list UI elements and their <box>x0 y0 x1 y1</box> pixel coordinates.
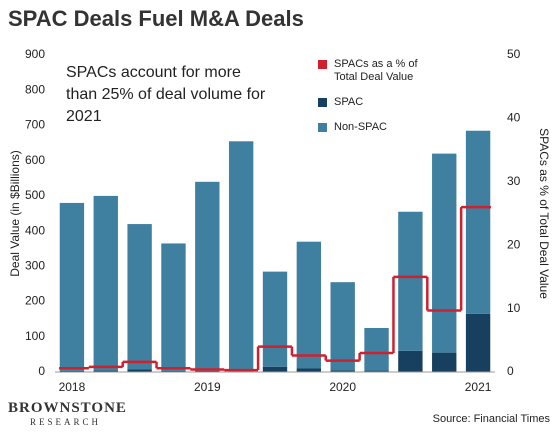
legend-item: SPACs as a % of Total Deal Value <box>318 58 443 84</box>
legend-label: SPAC <box>334 96 364 108</box>
bar-segment <box>195 181 220 371</box>
bar-segment <box>262 366 288 372</box>
legend-swatch <box>318 60 327 69</box>
bar-segment <box>127 369 152 372</box>
x-tick-label: 2019 <box>194 380 221 394</box>
y2-axis-label: SPACs as % of Total Deal Value <box>537 128 551 299</box>
y-tick-label: 800 <box>25 82 45 96</box>
y-tick-label: 900 <box>25 47 45 61</box>
bar-segment <box>93 370 118 372</box>
logo-name: BROWNSTONE <box>8 400 127 416</box>
logo-sub: RESEARCH <box>30 417 102 427</box>
bar-segment <box>465 313 491 372</box>
legend-label: SPACs as a % of Total Deal Value <box>334 58 418 83</box>
y-axis-label: Deal Value (in $Billions) <box>8 150 22 277</box>
bar-segment <box>127 224 152 370</box>
bar-segment <box>364 327 389 371</box>
y-tick-label: 300 <box>25 259 45 273</box>
bar-segment <box>465 130 491 314</box>
source: Source: Financial Times <box>432 413 550 425</box>
bar-segment <box>296 241 322 369</box>
annotation: SPACs account for more than 25% of deal … <box>66 64 266 125</box>
y-tick-label: 700 <box>25 118 45 132</box>
y-tick-label: 200 <box>25 294 45 308</box>
legend-item: SPAC <box>318 96 443 109</box>
y2-tick-label: 30 <box>507 174 521 188</box>
y-tick-label: 100 <box>25 329 45 343</box>
bar-segment <box>330 282 355 371</box>
bar-segment <box>432 352 457 372</box>
legend-label: Non-SPAC <box>334 121 387 133</box>
x-tick-label: 2018 <box>59 380 86 394</box>
bar-segment <box>59 202 85 371</box>
legend-swatch <box>318 123 327 132</box>
bar-segment <box>228 141 254 372</box>
legend: SPACs as a % of Total Deal Value SPAC Non-… <box>318 58 443 146</box>
chart-title: SPAC Deals Fuel M&A Deals <box>8 6 304 31</box>
y-tick-label: 400 <box>25 223 45 237</box>
y-tick-label: 600 <box>25 153 45 167</box>
bar-segment <box>364 370 389 372</box>
y2-tick-label: 20 <box>507 237 521 251</box>
bar-segment <box>330 370 355 372</box>
y2-tick-label: 0 <box>507 364 514 378</box>
y2-tick-label: 40 <box>507 111 521 125</box>
bar-segment <box>161 370 186 372</box>
legend-item: Non-SPAC <box>318 121 443 134</box>
x-tick-label: 2020 <box>329 380 356 394</box>
bar-segment <box>432 153 457 353</box>
logo: BROWNSTONE RESEARCH <box>8 400 127 427</box>
bar-segment <box>398 211 423 351</box>
bar-segment <box>398 350 423 372</box>
bar-segment <box>296 368 322 372</box>
y-tick-label: 0 <box>38 364 45 378</box>
y2-tick-label: 50 <box>507 47 521 61</box>
legend-swatch <box>318 98 327 107</box>
y2-tick-label: 10 <box>507 301 521 315</box>
bar-segment <box>262 271 288 367</box>
bar-segment <box>161 243 186 371</box>
y-tick-label: 500 <box>25 188 45 202</box>
bar-segment <box>59 370 85 372</box>
x-tick-label: 2021 <box>465 380 492 394</box>
bar-segment <box>93 195 118 371</box>
bar-segment <box>195 370 220 372</box>
